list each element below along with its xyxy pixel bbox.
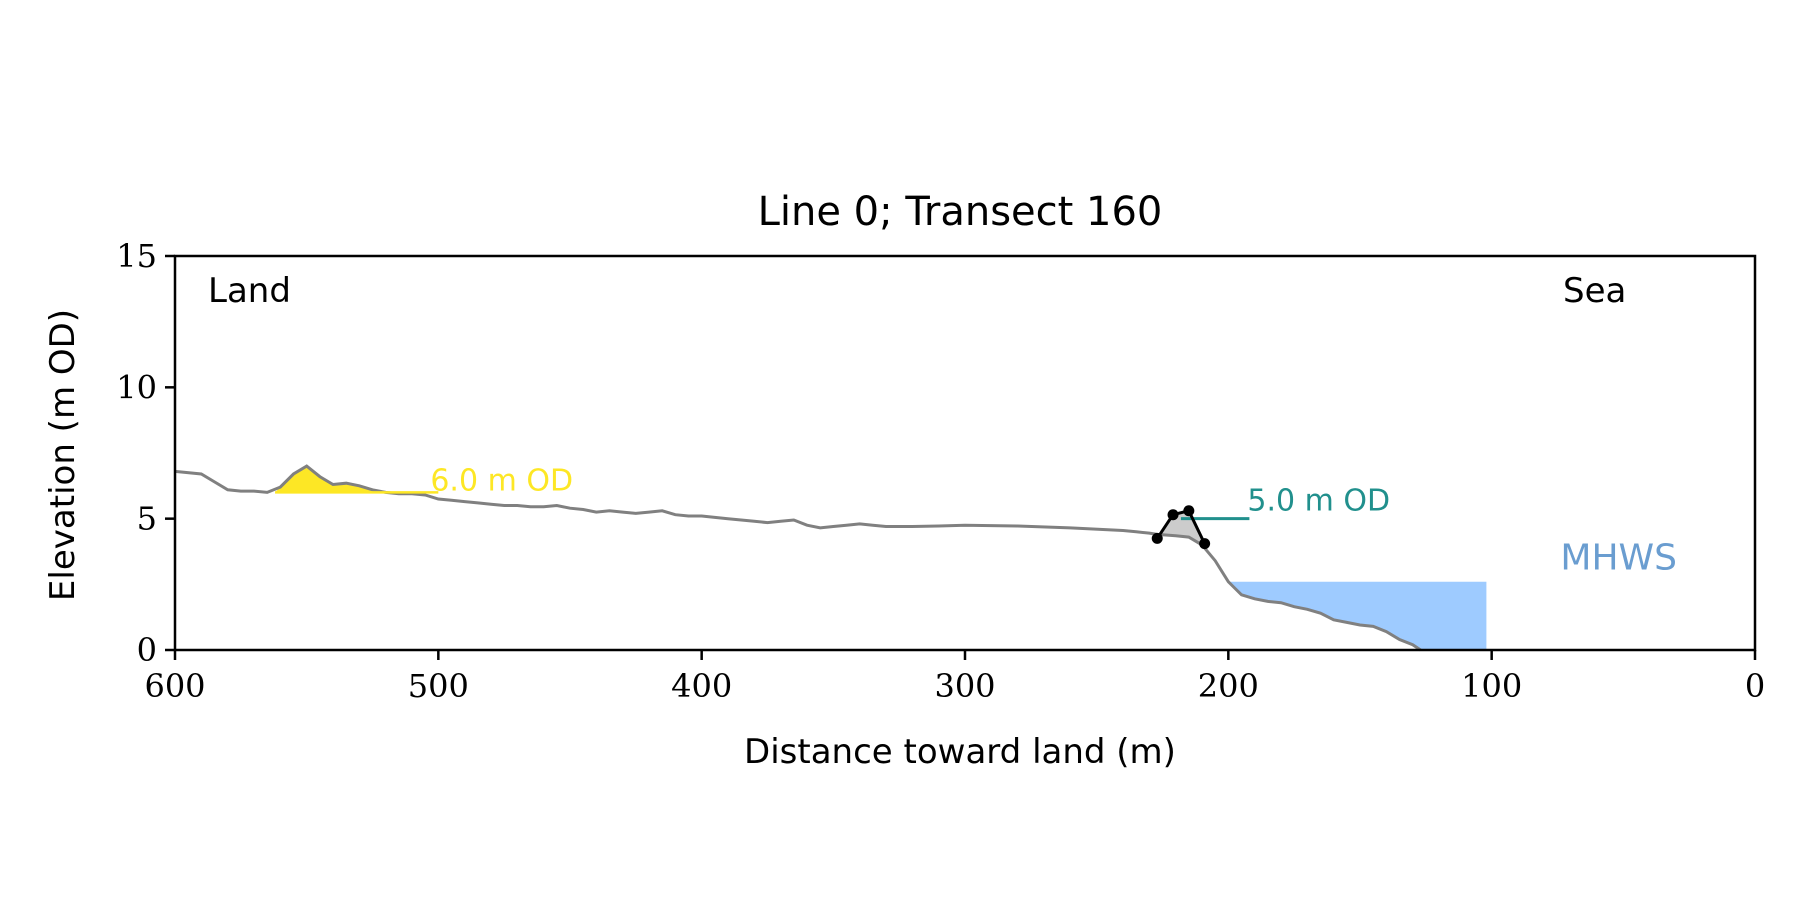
x-tick-label: 500 bbox=[408, 667, 469, 705]
chart-title: Line 0; Transect 160 bbox=[758, 189, 1163, 235]
y-tick-label: 10 bbox=[116, 368, 157, 406]
land-label: Land bbox=[208, 271, 291, 311]
y-tick-label: 5 bbox=[137, 500, 157, 538]
axis-ticks: 600 500 400 300 200 100 0 0 5 10 15 bbox=[116, 237, 1765, 705]
crest-level-label: 5.0 m OD bbox=[1247, 484, 1390, 519]
mhws-water-area bbox=[1225, 581, 1487, 650]
plot-area bbox=[173, 254, 1757, 652]
profile-line bbox=[174, 464, 1422, 652]
x-tick-label: 0 bbox=[1745, 667, 1765, 705]
crest-point bbox=[1183, 505, 1195, 517]
x-tick-label: 200 bbox=[1198, 667, 1259, 705]
annotations: 6.0 m OD 5.0 m OD MHWS bbox=[430, 463, 1677, 578]
plot-frame bbox=[173, 254, 1757, 652]
dune-level-label: 6.0 m OD bbox=[430, 463, 573, 498]
y-axis-label: Elevation (m OD) bbox=[43, 309, 83, 601]
x-axis-label: Distance toward land (m) bbox=[744, 732, 1176, 772]
sea-label: Sea bbox=[1563, 271, 1626, 311]
x-tick-label: 300 bbox=[934, 667, 995, 705]
x-tick-label: 400 bbox=[671, 667, 732, 705]
crest-line bbox=[1155, 509, 1206, 545]
crest-point bbox=[1199, 538, 1211, 550]
y-tick-label: 0 bbox=[137, 631, 157, 669]
x-tick-label: 600 bbox=[144, 667, 205, 705]
x-tick-label: 100 bbox=[1461, 667, 1522, 705]
crest-point bbox=[1151, 532, 1163, 544]
y-tick-label: 15 bbox=[116, 237, 157, 275]
mhws-label: MHWS bbox=[1560, 538, 1677, 579]
dune-area bbox=[275, 466, 394, 493]
crest-point bbox=[1167, 509, 1179, 521]
